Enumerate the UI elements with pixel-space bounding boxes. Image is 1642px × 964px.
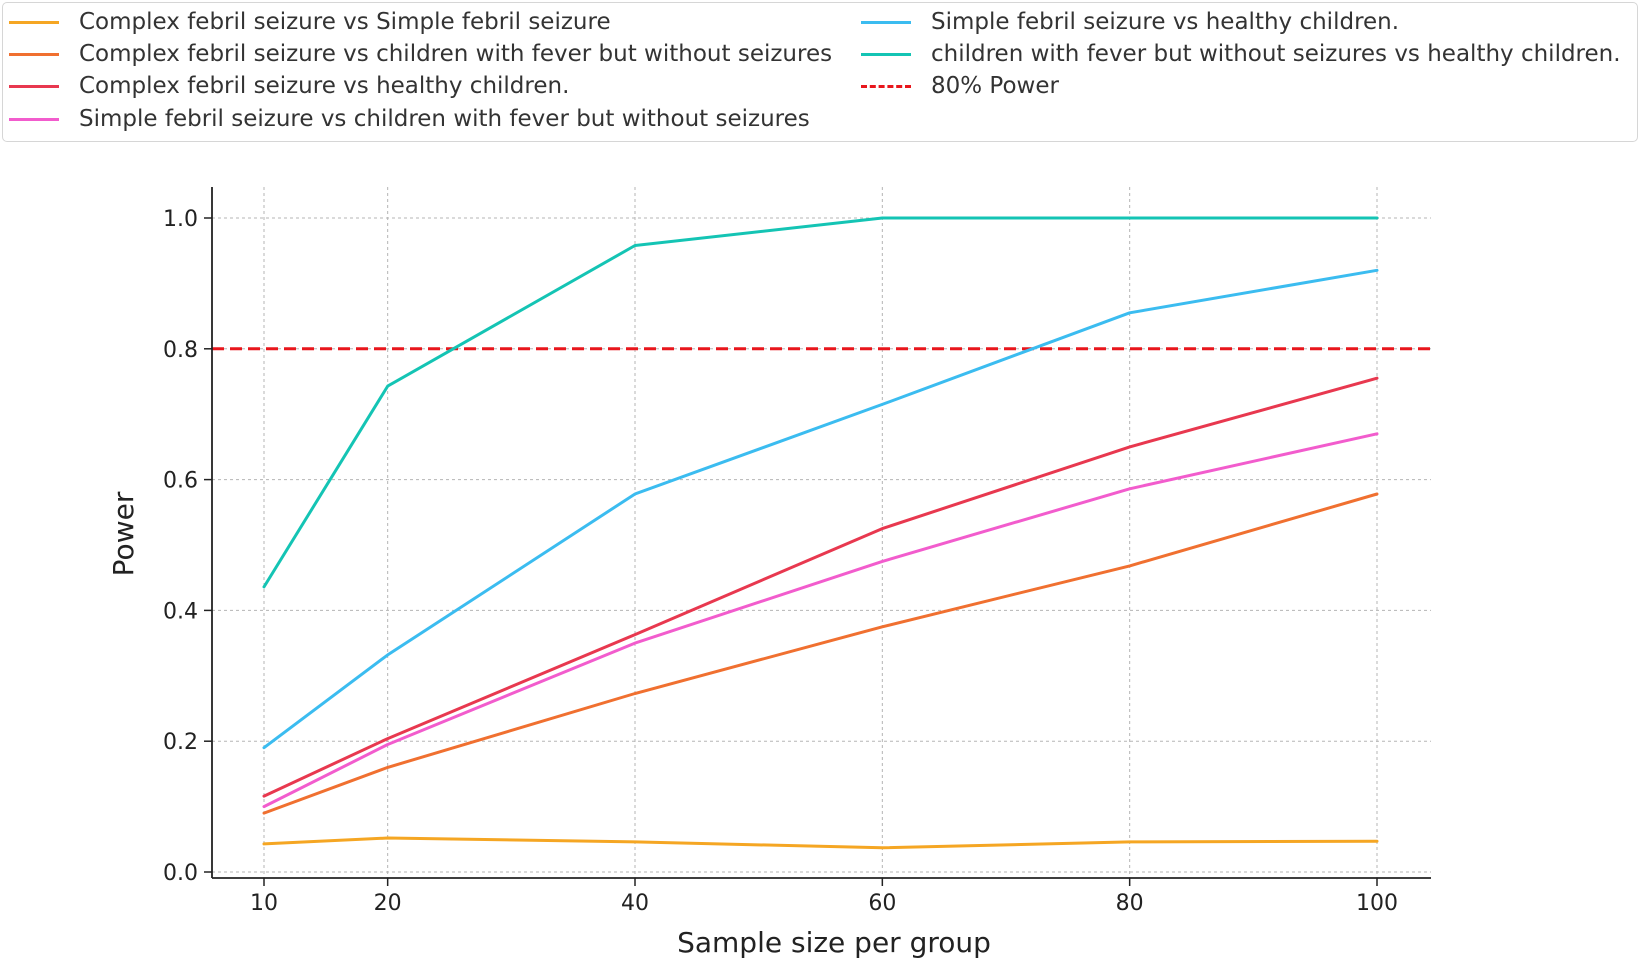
legend-label: Simple febril seizure vs children with f… [79,106,810,132]
legend-item: Complex febril seizure vs children with … [9,39,832,69]
legend-label: Complex febril seizure vs Simple febril … [79,9,611,35]
tick-labels: 10 20 40 60 80 100 0.0 0.2 0.4 0.6 0.8 1.0 [163,207,1398,916]
axes [204,187,1431,886]
legend-label: Complex febril seizure vs healthy childr… [79,73,570,99]
x-tick-label: 20 [374,891,402,916]
y-tick-label: 0.2 [163,730,198,755]
series-line-2 [262,492,1379,815]
y-tick-label: 0.0 [163,861,198,886]
legend-label: 80% Power [931,73,1059,99]
x-tick-label: 10 [250,891,278,916]
series-line-6 [262,216,1379,589]
series-line-1 [262,836,1379,850]
legend-swatch [861,52,911,56]
series-lines [262,216,1379,850]
legend-item: Simple febril seizure vs healthy childre… [861,7,1399,37]
y-tick-label: 1.0 [163,207,198,232]
x-tick-label: 80 [1116,891,1144,916]
y-tick-label: 0.8 [163,338,198,363]
x-axis-title: Sample size per group [677,926,991,959]
legend-swatch [9,52,59,56]
x-tick-label: 60 [868,891,896,916]
legend-swatch [9,84,59,88]
legend-swatch [9,20,59,24]
legend-item: 80% Power [861,71,1059,101]
legend-swatch [861,84,911,88]
series-line-4 [262,432,1379,809]
legend-item: children with fever but without seizures… [861,39,1621,69]
legend-item: Simple febril seizure vs children with f… [9,104,810,134]
legend-swatch [9,117,59,121]
x-tick-label: 100 [1356,891,1398,916]
y-tick-label: 0.6 [163,469,198,494]
legend: Complex febril seizure vs Simple febril … [2,2,1638,142]
legend-label: children with fever but without seizures… [931,41,1621,67]
legend-item: Complex febril seizure vs healthy childr… [9,71,569,101]
legend-item: Complex febril seizure vs Simple febril … [9,7,611,37]
legend-swatch [861,20,911,24]
legend-label: Complex febril seizure vs children with … [79,41,833,67]
series-line-5 [262,268,1379,750]
series-line-3 [262,376,1379,798]
y-axis-title: Power [107,491,140,576]
y-tick-label: 0.4 [163,599,198,624]
legend-label: Simple febril seizure vs healthy childre… [931,9,1400,35]
x-tick-label: 40 [621,891,649,916]
